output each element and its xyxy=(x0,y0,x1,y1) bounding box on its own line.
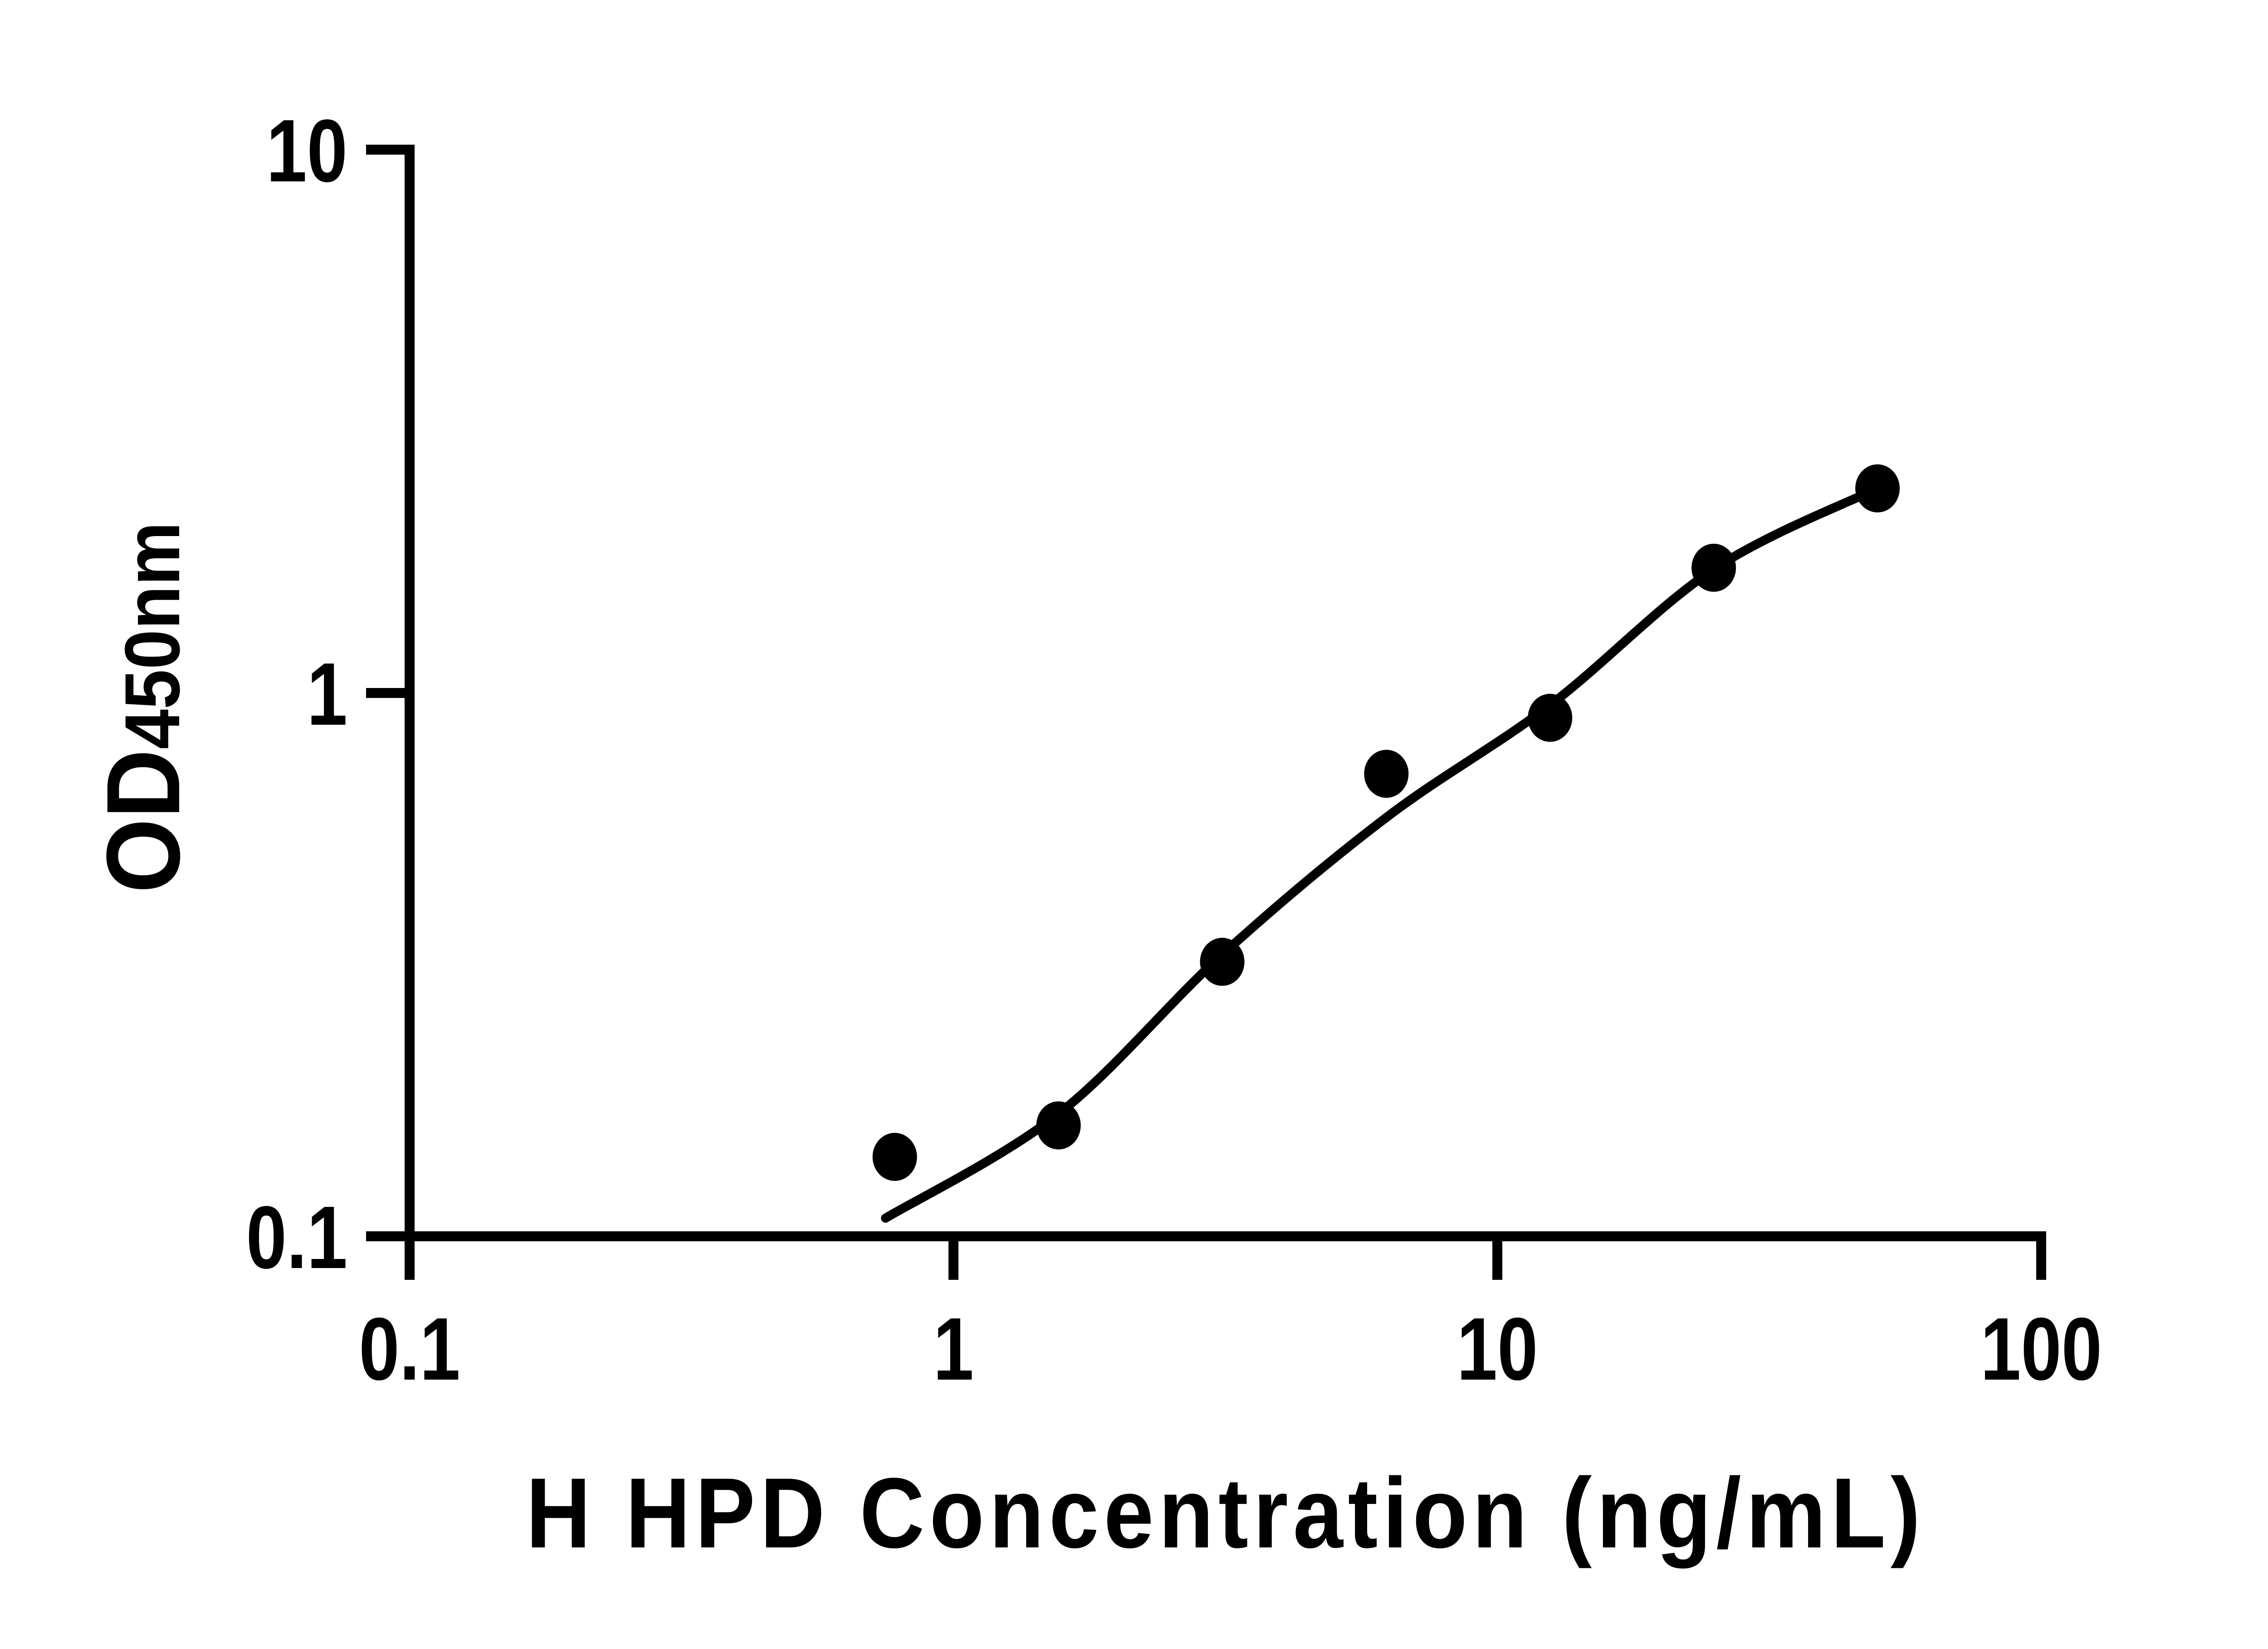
y-axis-title-subscript: 450nm xyxy=(109,522,196,749)
data-point-marker-3 xyxy=(1364,750,1409,798)
data-point-markers xyxy=(872,464,1900,1181)
x-tick-label-2: 10 xyxy=(1457,1299,1538,1399)
data-point-marker-5 xyxy=(1691,543,1736,592)
x-tick-label-1: 1 xyxy=(933,1299,973,1399)
x-tick-label-3: 100 xyxy=(1980,1299,2102,1399)
y-tick-label-1: 1 xyxy=(307,644,347,744)
y-tick-label-2: 0.1 xyxy=(246,1188,347,1287)
x-tick-label-0: 0.1 xyxy=(359,1299,460,1399)
x-axis-title: H HPD Concentration (ng/mL) xyxy=(526,1458,1925,1569)
data-point-marker-2 xyxy=(1200,937,1245,986)
axes: 10 1 0.10.1 1 10 100 xyxy=(246,101,2102,1399)
y-axis-title: OD450nm xyxy=(85,522,201,893)
data-point-marker-0 xyxy=(872,1132,917,1181)
data-point-marker-1 xyxy=(1036,1101,1081,1150)
y-tick-label-0: 10 xyxy=(266,101,347,200)
y-axis-title-main: OD xyxy=(85,749,201,893)
data-point-marker-6 xyxy=(1855,464,1900,512)
data-point-marker-4 xyxy=(1528,693,1573,742)
